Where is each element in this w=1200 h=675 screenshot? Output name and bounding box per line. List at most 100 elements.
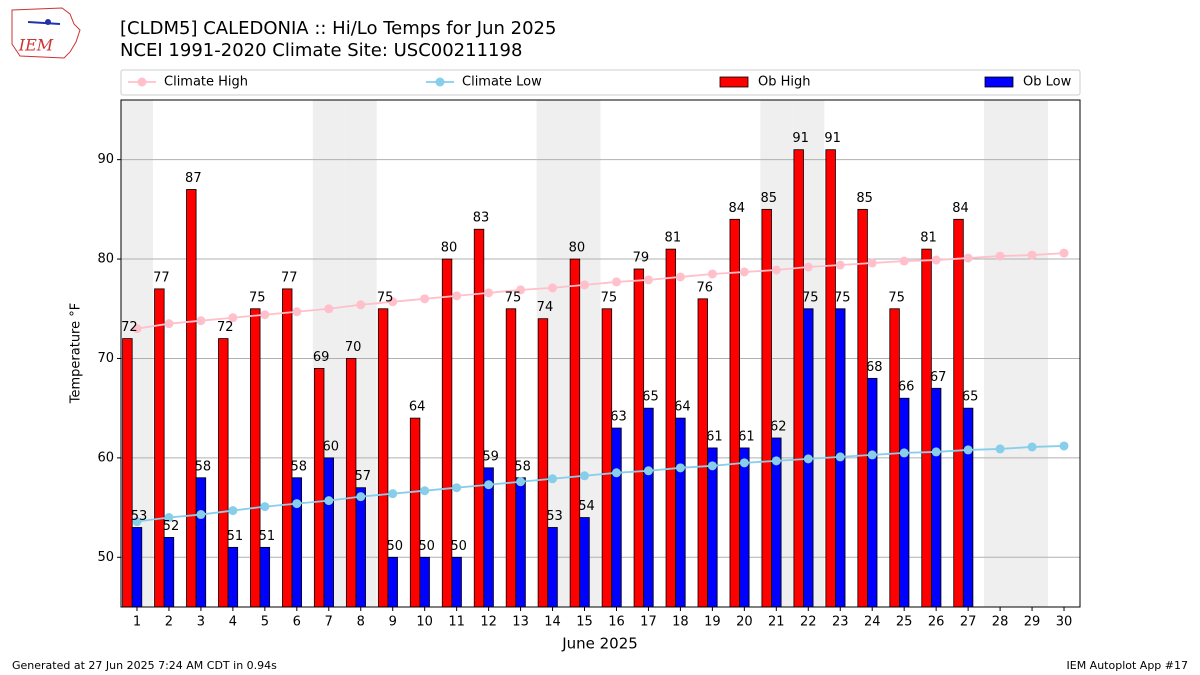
x-tick-label: 14 [544, 615, 561, 630]
value-label: 65 [642, 390, 659, 405]
bar [953, 218, 964, 608]
legend-marker [435, 77, 445, 87]
value-label: 77 [281, 270, 298, 285]
value-label: 67 [930, 370, 947, 385]
value-label: 80 [441, 241, 458, 256]
x-tick-label: 17 [640, 615, 657, 630]
value-label: 65 [962, 390, 979, 405]
bar [930, 387, 942, 608]
legend-label: Ob High [758, 75, 811, 90]
bar [867, 377, 878, 608]
line-marker [484, 480, 494, 490]
value-label: 57 [354, 469, 371, 484]
line-marker [420, 486, 430, 496]
value-label: 84 [952, 201, 969, 216]
value-label: 81 [665, 231, 682, 246]
line-marker [931, 255, 941, 265]
legend-swatch [719, 76, 749, 88]
value-label: 84 [728, 201, 745, 216]
line-marker [548, 283, 558, 293]
bar [537, 318, 549, 608]
bar [163, 537, 175, 608]
line-marker [292, 499, 302, 509]
x-tick-label: 5 [261, 615, 269, 630]
y-tick-label: 60 [97, 450, 114, 465]
line-marker [675, 272, 685, 282]
y-axis-label: Temperature °F [69, 303, 84, 404]
bar [898, 397, 910, 608]
line-marker [1027, 250, 1037, 260]
x-tick-label: 23 [832, 615, 849, 630]
value-label: 68 [866, 360, 883, 375]
x-tick-label: 2 [165, 615, 173, 630]
x-tick-label: 21 [768, 615, 785, 630]
line-marker [228, 506, 238, 516]
line-marker [260, 310, 270, 320]
legend-label: Climate High [164, 75, 248, 90]
x-tick-label: 18 [672, 615, 689, 630]
value-label: 66 [898, 380, 915, 395]
line-marker [899, 256, 909, 266]
logo-text: IEM [18, 36, 54, 55]
bar [739, 447, 750, 608]
value-label: 75 [377, 290, 394, 305]
line-marker [196, 510, 206, 520]
bar [665, 248, 677, 608]
legend-box [120, 69, 1081, 96]
bar [154, 288, 165, 608]
chart-title: [CLDM5] CALEDONIA :: Hi/Lo Temps for Jun… [120, 18, 556, 39]
value-label: 53 [131, 509, 148, 524]
x-tick-label: 8 [357, 615, 365, 630]
bar [377, 308, 389, 608]
value-label: 91 [824, 131, 841, 146]
value-label: 58 [195, 459, 212, 474]
bar [601, 308, 613, 608]
line [136, 252, 1065, 330]
x-tick-label: 29 [1024, 615, 1041, 630]
value-label: 74 [537, 300, 554, 315]
bar [259, 546, 271, 608]
value-label: 87 [185, 171, 202, 186]
line-marker [771, 265, 781, 275]
value-label: 80 [569, 241, 586, 256]
bar [195, 477, 207, 608]
line-marker [324, 304, 334, 314]
line-marker [132, 324, 142, 334]
bar [633, 268, 645, 608]
value-label: 64 [409, 400, 426, 415]
legend-label: Ob Low [1023, 75, 1072, 90]
bar [921, 248, 932, 608]
bar [387, 556, 398, 608]
bar [825, 149, 836, 608]
logo-outline [11, 7, 81, 59]
line-marker [675, 463, 685, 473]
x-tick-label: 24 [864, 615, 881, 630]
x-tick-label: 9 [389, 615, 397, 630]
x-tick-label: 11 [448, 615, 465, 630]
value-label: 69 [313, 350, 330, 365]
bar [441, 258, 453, 608]
bar [962, 407, 974, 608]
bar [889, 308, 900, 608]
line-marker [963, 445, 973, 455]
line-marker [611, 277, 621, 287]
line-marker [292, 307, 302, 317]
bar [227, 546, 239, 608]
line-marker [643, 275, 653, 285]
bar [409, 417, 421, 608]
value-label: 54 [578, 499, 595, 514]
line-marker [867, 258, 877, 268]
line-marker [420, 294, 430, 304]
value-label: 59 [482, 449, 499, 464]
value-label: 53 [546, 509, 563, 524]
legend-label: Climate Low [462, 75, 542, 90]
x-tick-label: 6 [293, 615, 301, 630]
line-marker [580, 280, 590, 290]
x-tick-label: 27 [960, 615, 977, 630]
line-marker [611, 468, 621, 478]
line-marker [484, 288, 494, 298]
line-marker [899, 448, 909, 458]
value-label: 72 [121, 320, 138, 335]
value-label: 75 [601, 290, 618, 305]
